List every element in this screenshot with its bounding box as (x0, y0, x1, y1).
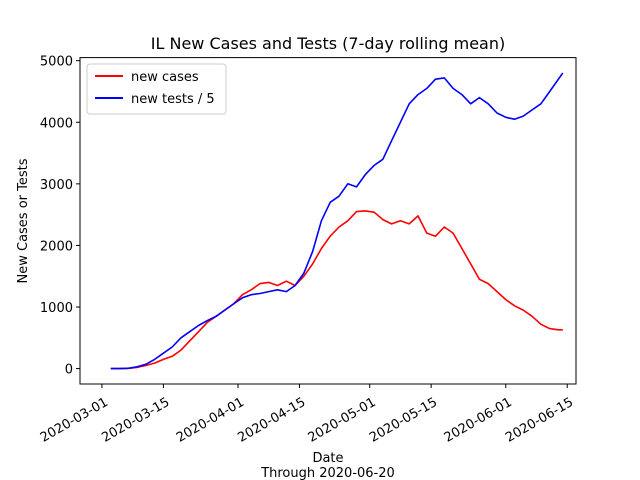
x-axis-label: Date (312, 451, 343, 466)
y-tick-label: 3000 (40, 178, 73, 193)
plot-area (79, 57, 577, 385)
series-line-new-cases (110, 210, 563, 370)
y-tick-label: 0 (65, 363, 73, 378)
series-line-new-tests-5 (110, 72, 564, 370)
y-tick-label: 2000 (40, 239, 73, 254)
y-tick-label: 4000 (40, 116, 73, 131)
y-axis-label: New Cases or Tests (16, 158, 31, 283)
legend-label-new-cases: new cases (131, 70, 199, 85)
x-axis-sublabel: Through 2020-06-20 (260, 466, 395, 480)
y-axis: 0 1000 2000 3000 4000 5000 (40, 55, 80, 378)
x-tick-label: 2020-03-01 (38, 395, 111, 446)
chart-title: IL New Cases and Tests (7-day rolling me… (151, 34, 505, 53)
x-tick-label: 2020-03-15 (99, 395, 172, 446)
legend: new cases new tests / 5 (86, 63, 227, 115)
axes-frame (79, 57, 577, 385)
x-tick-label: 2020-04-15 (235, 395, 308, 446)
y-tick-label: 1000 (40, 301, 73, 316)
x-tick-label: 2020-06-15 (503, 395, 576, 446)
series-lines (110, 72, 564, 370)
x-tick-label: 2020-04-01 (174, 395, 247, 446)
legend-label-new-tests: new tests / 5 (131, 92, 215, 107)
y-tick-label: 5000 (40, 55, 73, 70)
x-tick-label: 2020-06-01 (442, 395, 515, 446)
x-tick-label: 2020-05-15 (367, 395, 440, 446)
x-tick-label: 2020-05-01 (306, 395, 379, 446)
